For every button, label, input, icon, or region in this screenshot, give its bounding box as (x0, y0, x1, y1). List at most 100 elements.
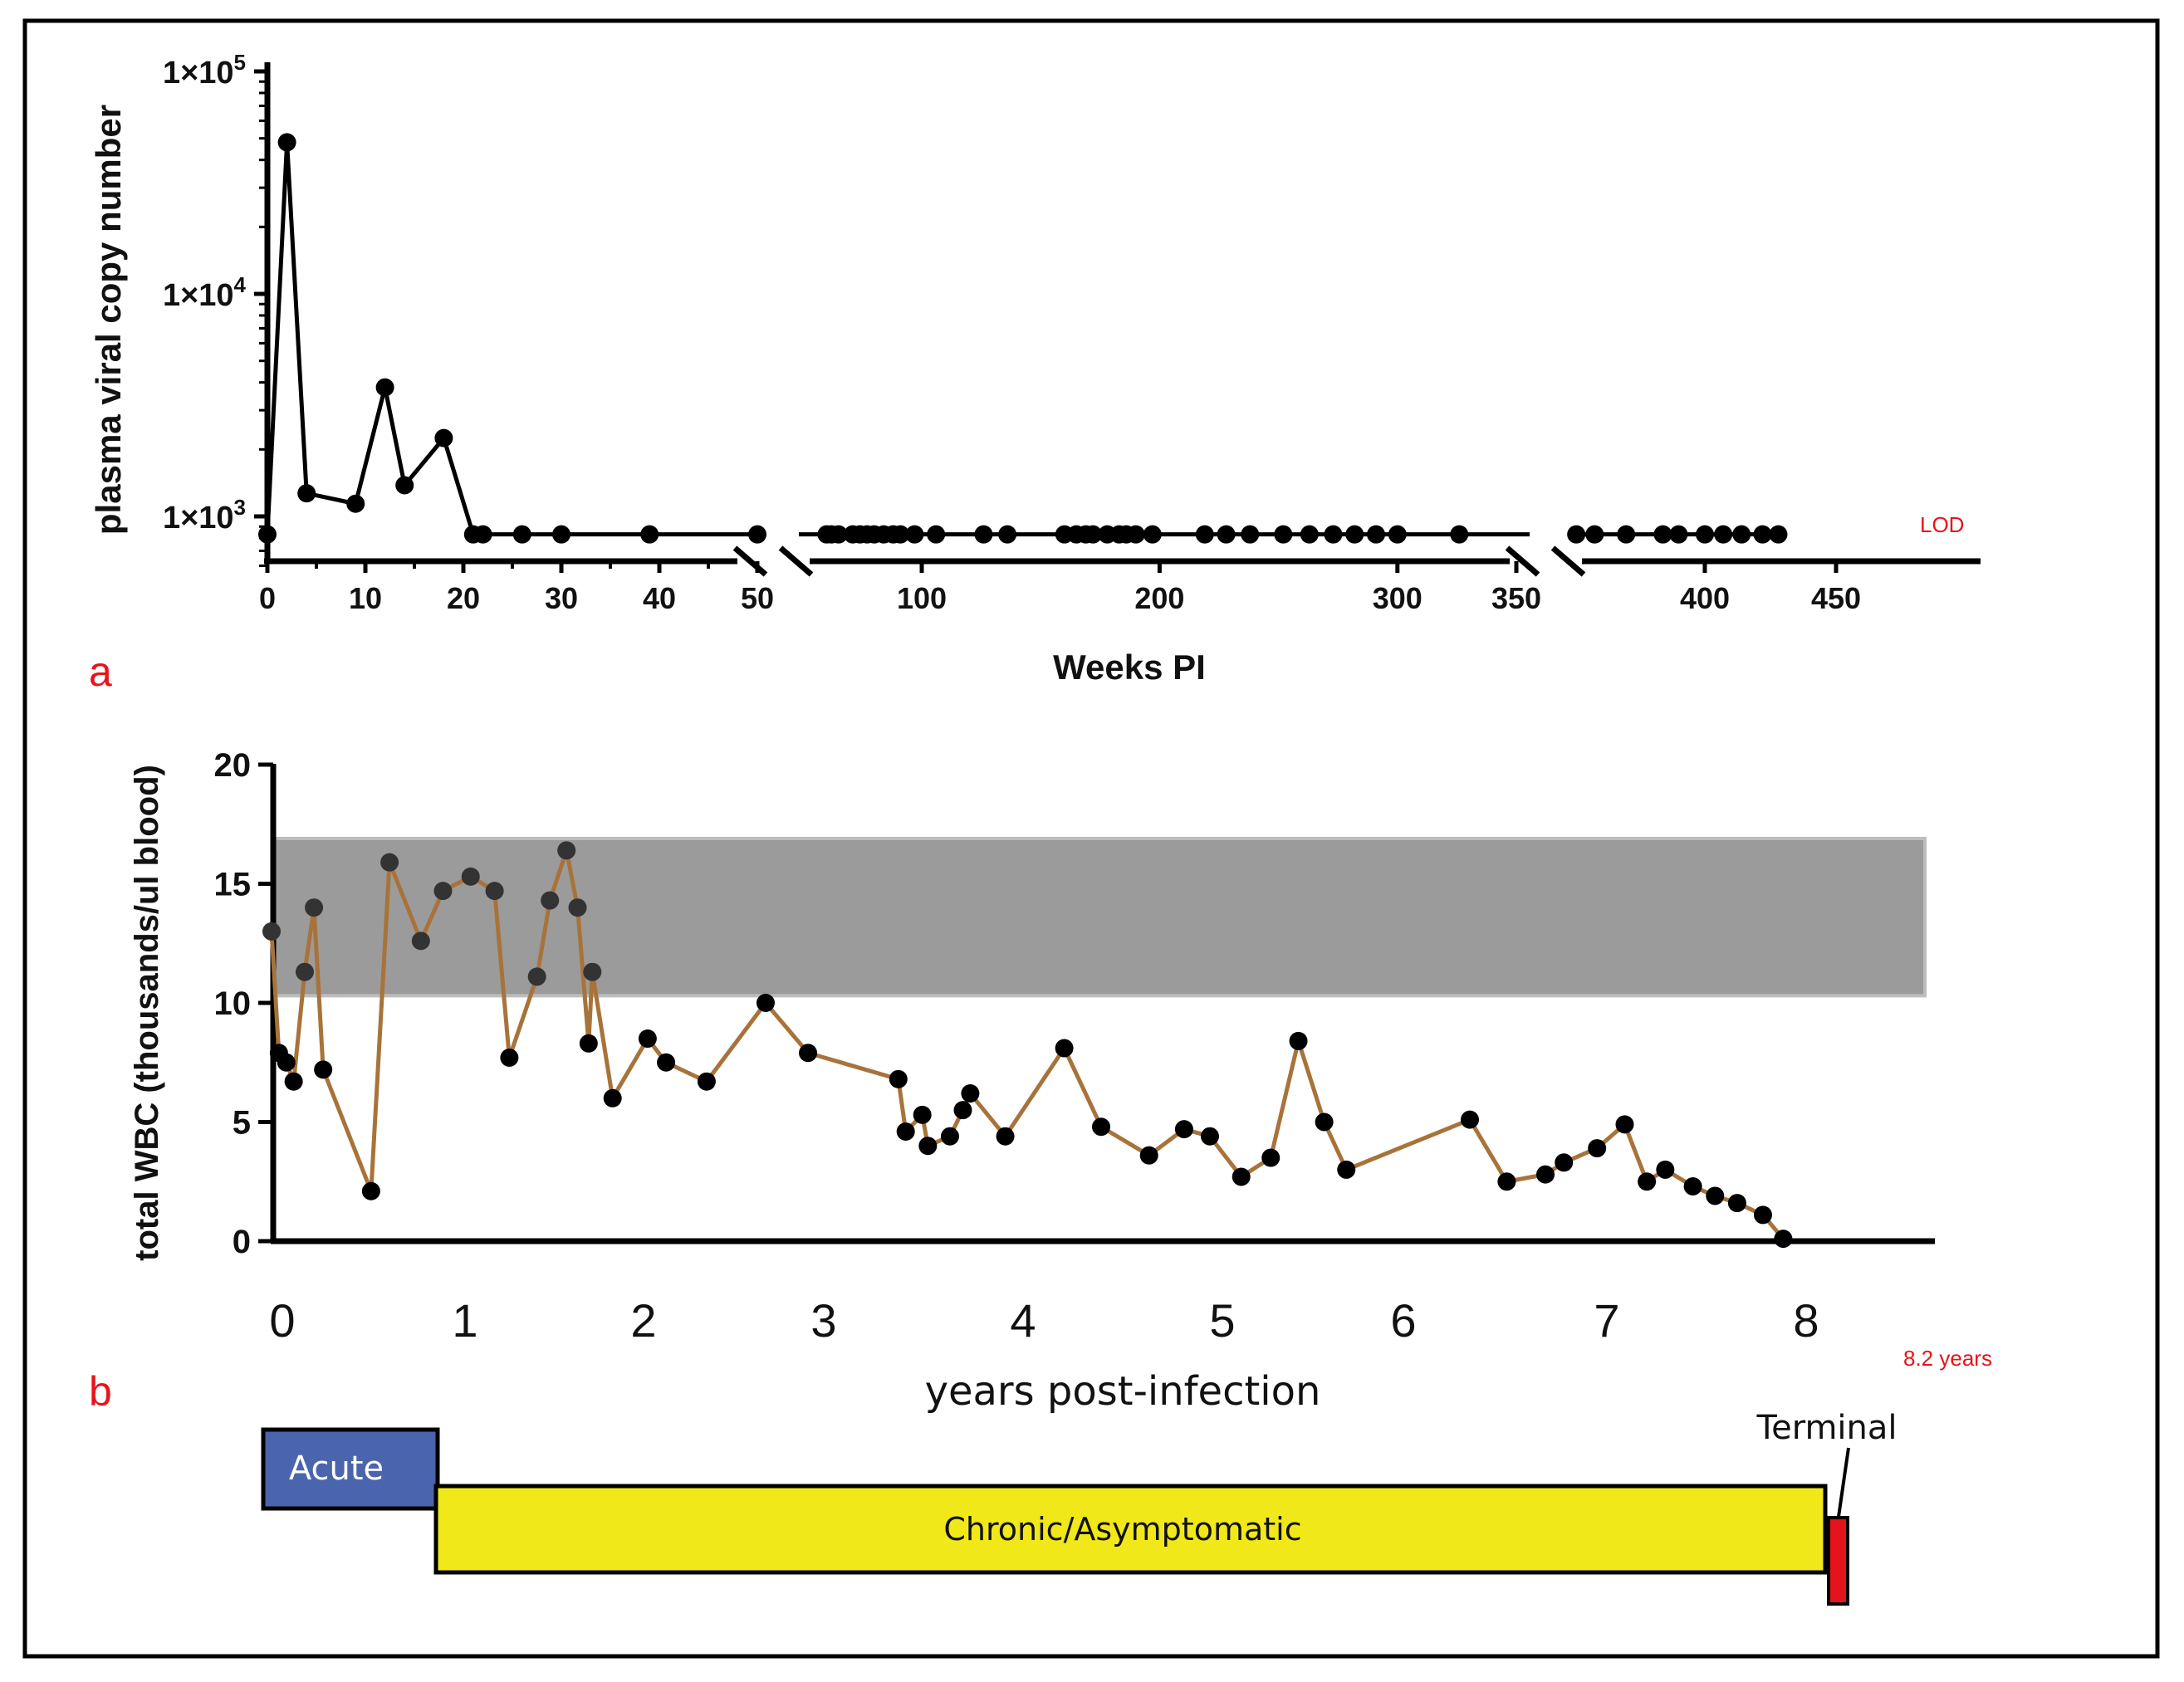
viral-load-point (1585, 525, 1604, 544)
wbc-point (527, 967, 546, 986)
viral-load-point (375, 378, 394, 397)
wbc-x-axis-label: years post-infection (925, 1368, 1321, 1415)
terminal-pointer-line (1837, 1447, 1850, 1518)
wbc-point (1753, 1205, 1772, 1225)
viral-load-point (1669, 525, 1688, 544)
wbc-point (913, 1105, 932, 1124)
wbc-point (262, 922, 281, 941)
wbc-x-tick-label: 3 (810, 1294, 836, 1347)
wbc-point (1706, 1186, 1725, 1205)
viral-load-x-ticks: 0 10 20 30 40 50 100 200 300 350 400 450 (259, 561, 1861, 615)
wbc-point (411, 931, 430, 951)
viral-load-x-tick-label: 0 (259, 581, 276, 615)
wbc-point (579, 1034, 598, 1053)
normal-range-rect (272, 836, 1927, 998)
wbc-x-tick-label: 1 (452, 1294, 477, 1347)
axis-break-mark (732, 545, 768, 577)
viral-load-y-axis-label: plasma viral copy number (89, 105, 128, 535)
wbc-y-tick-label: 10 (214, 985, 252, 1022)
wbc-point (1055, 1039, 1074, 1058)
axis-break-mark (778, 545, 814, 577)
wbc-point (1774, 1230, 1793, 1249)
viral-load-point (297, 484, 316, 503)
viral-load-point (829, 525, 848, 544)
viral-load-point (1367, 525, 1386, 544)
wbc-point (1615, 1115, 1634, 1134)
wbc-x-tick-label: 8 (1793, 1294, 1819, 1347)
stage-acute (261, 1427, 440, 1511)
viral-load-points (258, 133, 1788, 544)
viral-load-x-tick-label: 100 (897, 581, 947, 615)
wbc-point (500, 1049, 519, 1068)
wbc-point (1092, 1117, 1110, 1137)
wbc-x-tick-label: 7 (1594, 1294, 1619, 1347)
wbc-point (1555, 1153, 1574, 1172)
wbc-y-axis-label: total WBC (thousands/ul blood) (129, 765, 165, 1261)
viral-load-point (905, 525, 924, 544)
wbc-point (1638, 1172, 1657, 1191)
stage-chronic-label: Chronic/Asymptomatic (943, 1511, 1301, 1548)
viral-load-point (1345, 525, 1364, 544)
wbc-point (277, 1053, 296, 1072)
wbc-point (799, 1044, 818, 1063)
viral-load-point (1126, 525, 1145, 544)
panel-label-b: b (89, 1368, 112, 1415)
viral-load-point (1195, 525, 1214, 544)
viral-load-point (346, 494, 365, 513)
wbc-x-tick-label: 2 (630, 1294, 656, 1347)
wbc-point (314, 1060, 333, 1079)
viral-load-x-tick-label: 30 (545, 581, 578, 615)
viral-load-x-tick-label: 10 (349, 581, 382, 615)
wbc-x-tick-label: 5 (1209, 1294, 1235, 1347)
viral-load-x-tick-label: 200 (1134, 581, 1184, 615)
viral-load-point (748, 525, 766, 544)
wbc-points (262, 841, 1793, 1249)
viral-load-point (395, 476, 414, 495)
axis-break-mark (1550, 545, 1586, 577)
wbc-point (1261, 1148, 1281, 1167)
wbc-point (1315, 1112, 1334, 1132)
wbc-point (568, 898, 587, 917)
viral-load-point (1388, 525, 1407, 544)
viral-load-x-tick-label: 450 (1811, 581, 1861, 615)
viral-load-point (1143, 525, 1162, 544)
wbc-y-ticks: 0 5 10 15 20 (214, 747, 273, 1260)
wbc-point (1232, 1167, 1251, 1186)
stage-terminal (1827, 1516, 1849, 1606)
wbc-point (697, 1072, 716, 1091)
wbc-x-ticks: 0 1 2 3 4 5 6 7 8 (269, 1294, 1819, 1347)
viral-load-y-ticks: 1×103 1×104 1×105 (163, 50, 267, 567)
viral-load-point (1732, 525, 1751, 544)
wbc-point (433, 882, 453, 901)
wbc-point (896, 1122, 915, 1141)
wbc-point (1588, 1139, 1607, 1158)
viral-load-y-tick-label: 1×104 (163, 272, 247, 313)
viral-load-point (891, 525, 910, 544)
wbc-point (1337, 1160, 1356, 1179)
viral-load-y-tick-label: 1×105 (163, 50, 246, 90)
wbc-y-tick-label: 0 (233, 1224, 251, 1260)
viral-load-point (552, 525, 570, 544)
wbc-point (603, 1088, 622, 1107)
viral-load-x-tick-label: 50 (741, 581, 774, 615)
viral-load-y-tick-label: 1×103 (163, 495, 246, 535)
viral-load-x-tick-label: 350 (1491, 581, 1541, 615)
viral-load-point (1567, 525, 1586, 544)
wbc-point (940, 1127, 959, 1146)
wbc-point (485, 882, 504, 901)
stage-chronic (433, 1484, 1828, 1575)
wbc-point (361, 1181, 380, 1200)
stage-terminal-label: Terminal (1756, 1409, 1897, 1447)
wbc-point (461, 867, 480, 886)
viral-load-point (473, 525, 492, 544)
lod-annotation: LOD (1920, 512, 1964, 537)
wbc-y-tick-label: 5 (233, 1105, 251, 1142)
viral-load-point (640, 525, 659, 544)
viral-load-point (1653, 525, 1672, 544)
stage-acute-label: Acute (289, 1450, 384, 1488)
wbc-point (1289, 1031, 1308, 1050)
viral-load-x-tick-label: 40 (643, 581, 676, 615)
viral-load-point (927, 525, 946, 544)
